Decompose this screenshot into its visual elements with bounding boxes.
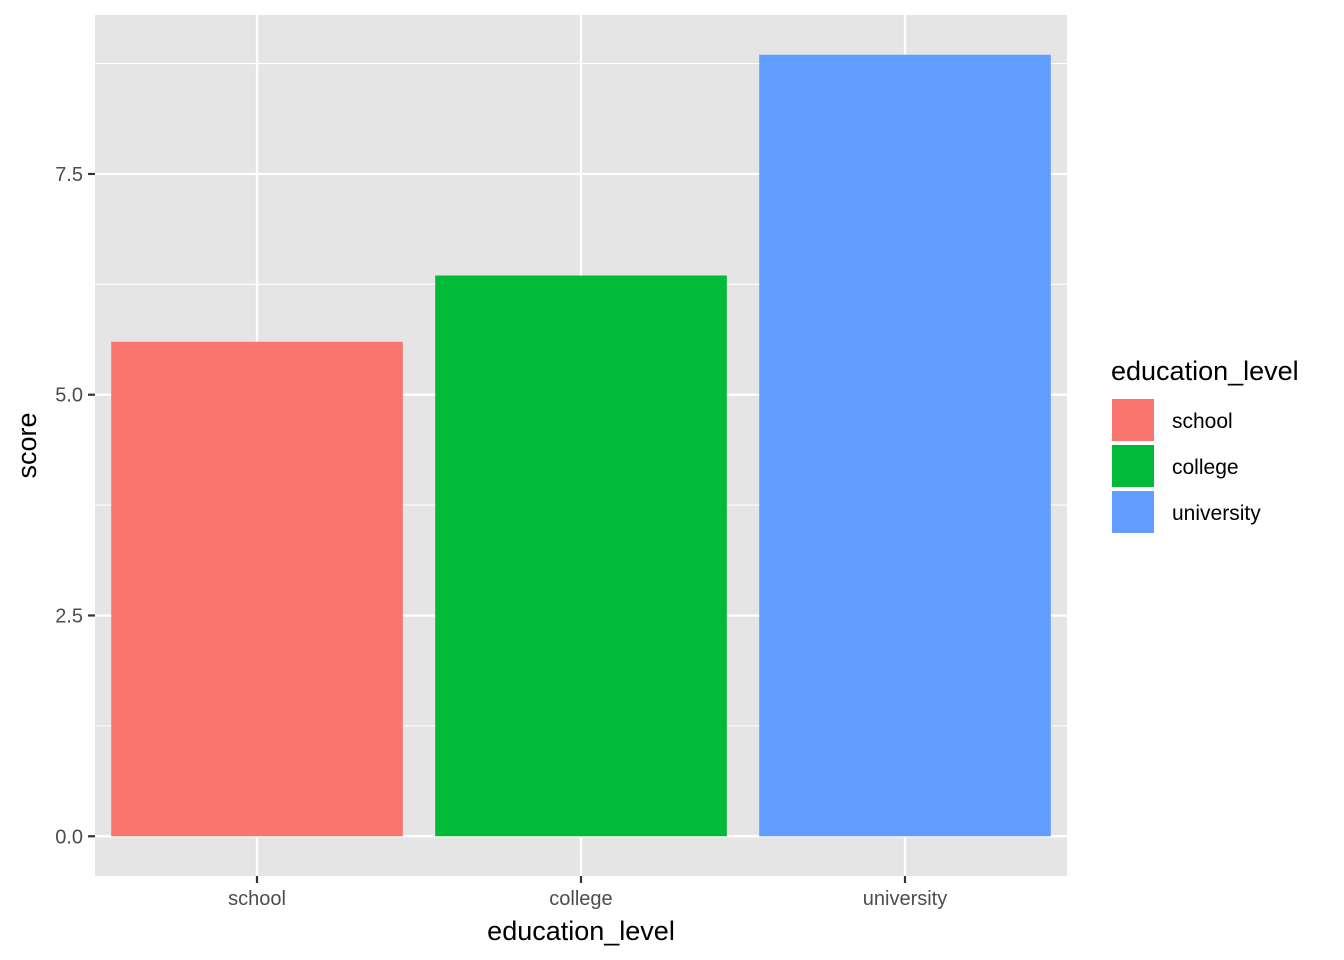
y-tick-label: 7.5 — [55, 164, 83, 186]
x-axis: school college university — [228, 876, 947, 910]
y-axis-title: score — [12, 412, 42, 478]
legend-label: university — [1172, 502, 1261, 525]
y-axis: 0.0 2.5 5.0 7.5 — [55, 164, 95, 848]
legend-label: school — [1172, 410, 1233, 433]
legend: education_level school college university — [1110, 356, 1299, 535]
legend-key-school — [1110, 397, 1156, 443]
y-tick-label: 0.0 — [55, 826, 83, 848]
legend-label: college — [1172, 456, 1239, 479]
x-tick-label: university — [863, 888, 947, 910]
y-tick-label: 2.5 — [55, 605, 83, 627]
x-tick-label: school — [228, 888, 286, 910]
legend-key-university — [1110, 489, 1156, 535]
bar-school — [111, 341, 403, 837]
y-tick-label: 5.0 — [55, 385, 83, 407]
bar-college — [435, 275, 727, 837]
x-tick-label: college — [549, 888, 612, 910]
bars — [111, 54, 1051, 837]
legend-key-college — [1110, 443, 1156, 489]
x-axis-title: education_level — [487, 916, 675, 946]
legend-title: education_level — [1111, 356, 1299, 386]
bar-university — [759, 54, 1051, 837]
